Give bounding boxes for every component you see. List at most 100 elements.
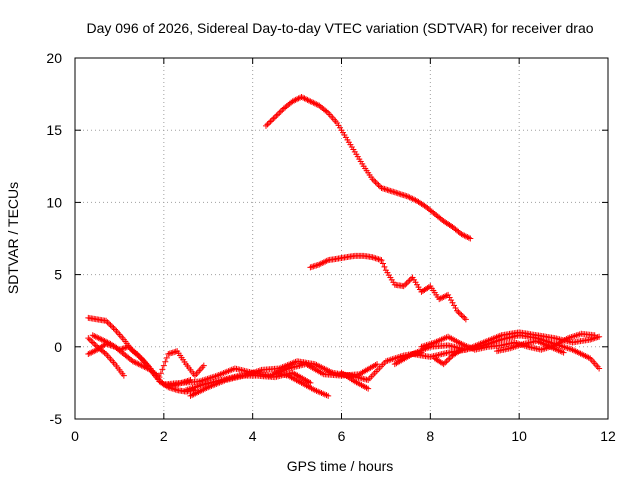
data-point: [91, 332, 98, 339]
data-point: [200, 362, 207, 369]
data-point: [267, 118, 274, 125]
x-tick-label: 0: [71, 428, 79, 444]
data-point: [101, 349, 108, 356]
data-point: [596, 365, 603, 372]
data-point: [92, 333, 99, 340]
data-point: [406, 194, 413, 201]
data-point: [103, 317, 110, 324]
data-point: [591, 332, 598, 339]
data-point: [405, 278, 412, 285]
series-arc-n: [493, 338, 567, 356]
data-point: [262, 122, 269, 129]
data-point: [317, 260, 324, 267]
series-arc-mid: [307, 252, 469, 323]
data-point: [135, 361, 142, 368]
data-point: [405, 193, 412, 200]
data-point: [157, 370, 164, 377]
data-point: [425, 284, 432, 291]
data-point: [316, 261, 323, 268]
data-point: [294, 96, 301, 103]
y-tick-label: -5: [50, 411, 63, 427]
data-point: [375, 182, 382, 189]
data-point: [408, 195, 415, 202]
series-arc-c: [85, 335, 127, 379]
data-point: [465, 234, 472, 241]
data-point: [445, 291, 452, 298]
data-point: [289, 98, 296, 105]
data-point: [323, 257, 330, 264]
data-point: [270, 115, 277, 122]
y-axis-label: SDTVAR / TECUs: [5, 182, 21, 294]
data-point: [442, 359, 449, 366]
data-point: [308, 99, 315, 106]
data-point: [156, 377, 163, 384]
data-point: [374, 180, 381, 187]
data-point: [436, 296, 443, 303]
data-point: [456, 347, 463, 354]
data-point: [279, 106, 286, 113]
data-point: [302, 96, 309, 103]
data-point: [85, 351, 92, 358]
data-point: [101, 338, 108, 345]
data-point: [274, 111, 281, 118]
data-point: [409, 195, 416, 202]
x-tick-label: 2: [160, 428, 168, 444]
data-point: [451, 302, 458, 309]
data-point: [276, 109, 283, 116]
data-point: [132, 359, 139, 366]
data-point: [446, 355, 453, 362]
data-point: [95, 335, 102, 342]
data-point: [300, 94, 307, 101]
data-point: [291, 97, 298, 104]
data-point: [94, 334, 101, 341]
y-tick-label: 15: [46, 122, 62, 138]
data-point: [157, 378, 164, 385]
data-point: [163, 354, 170, 361]
data-point: [100, 337, 107, 344]
data-point: [109, 323, 116, 330]
data-point: [440, 361, 447, 368]
data-point: [372, 179, 379, 186]
data-point: [381, 263, 388, 270]
data-point: [137, 361, 144, 368]
data-point: [453, 307, 460, 314]
data-point: [301, 95, 308, 102]
data-point: [459, 231, 466, 238]
data-point: [264, 121, 271, 128]
data-point: [160, 362, 167, 369]
data-points: [85, 93, 603, 399]
data-point: [461, 232, 468, 239]
series-arc-high: [262, 93, 474, 242]
data-point: [88, 338, 95, 345]
data-point: [461, 314, 468, 321]
data-point: [325, 392, 332, 399]
grid: [75, 58, 608, 419]
data-point: [458, 312, 465, 319]
x-tick-label: 10: [511, 428, 527, 444]
data-point: [88, 349, 95, 356]
data-point: [462, 233, 469, 240]
data-point: [107, 322, 114, 329]
data-point: [104, 339, 111, 346]
data-point: [311, 100, 318, 107]
data-point: [92, 342, 99, 349]
data-point: [313, 101, 320, 108]
data-point: [408, 275, 415, 282]
series-arc-i: [338, 369, 372, 392]
data-point: [89, 332, 96, 339]
data-point: [304, 96, 311, 103]
data-point: [138, 362, 145, 369]
x-tick-label: 12: [600, 428, 616, 444]
data-point: [371, 177, 378, 184]
data-point: [159, 366, 166, 373]
data-point: [402, 281, 409, 288]
data-point: [323, 108, 330, 115]
data-point: [379, 260, 386, 267]
data-point: [411, 196, 418, 203]
data-point: [446, 294, 453, 301]
data-point: [98, 336, 105, 343]
data-point: [448, 297, 455, 304]
data-point: [310, 99, 317, 106]
data-point: [319, 260, 326, 267]
